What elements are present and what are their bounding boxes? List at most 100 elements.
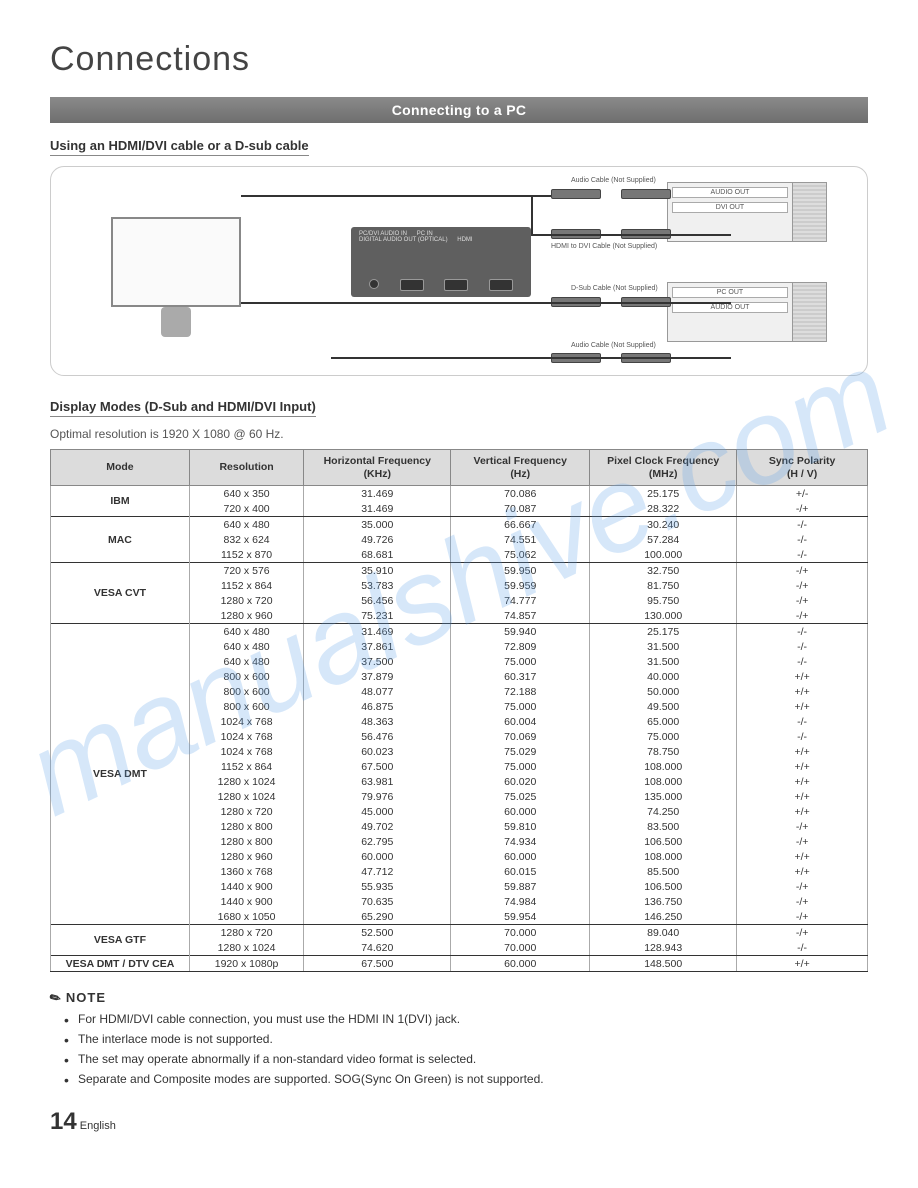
table-cell: -/+	[737, 501, 868, 517]
table-cell: 1680 x 1050	[189, 909, 303, 925]
table-cell: 74.551	[451, 532, 590, 547]
table-cell: 31.500	[590, 639, 737, 654]
table-cell: -/+	[737, 834, 868, 849]
table-cell: 1280 x 720	[189, 593, 303, 608]
table-cell: 128.943	[590, 940, 737, 956]
table-cell: -/-	[737, 714, 868, 729]
table-cell: 59.940	[451, 624, 590, 640]
table-row: VESA CVT720 x 57635.91059.95032.750-/+	[51, 563, 868, 579]
panel-label: HDMI	[457, 237, 472, 243]
tv-stand	[161, 307, 191, 337]
table-cell: 70.087	[451, 501, 590, 517]
table-cell: 100.000	[590, 547, 737, 563]
table-cell: 37.861	[304, 639, 451, 654]
pc-port-label: DVI OUT	[672, 202, 788, 213]
mode-cell: VESA DMT / DTV CEA	[51, 956, 190, 972]
table-cell: 75.029	[451, 744, 590, 759]
table-header-cell: Horizontal Frequency (KHz)	[304, 450, 451, 486]
display-modes-table: ModeResolutionHorizontal Frequency (KHz)…	[50, 449, 868, 972]
port-optical	[444, 279, 468, 291]
table-cell: -/+	[737, 894, 868, 909]
table-cell: +/+	[737, 849, 868, 864]
mode-cell: VESA CVT	[51, 563, 190, 624]
table-cell: 1024 x 768	[189, 729, 303, 744]
table-cell: +/+	[737, 956, 868, 972]
table-cell: 35.910	[304, 563, 451, 579]
optimal-resolution-text: Optimal resolution is 1920 X 1080 @ 60 H…	[50, 427, 868, 441]
table-cell: 78.750	[590, 744, 737, 759]
table-cell: +/+	[737, 774, 868, 789]
table-cell: 83.500	[590, 819, 737, 834]
table-cell: -/-	[737, 532, 868, 547]
table-cell: 1360 x 768	[189, 864, 303, 879]
port-pcin	[400, 279, 424, 291]
table-cell: 53.783	[304, 578, 451, 593]
table-cell: +/-	[737, 486, 868, 502]
table-header-row: ModeResolutionHorizontal Frequency (KHz)…	[51, 450, 868, 486]
table-cell: 59.810	[451, 819, 590, 834]
table-cell: 57.284	[590, 532, 737, 547]
table-cell: 130.000	[590, 608, 737, 624]
table-cell: 1280 x 1024	[189, 774, 303, 789]
table-cell: 65.000	[590, 714, 737, 729]
table-cell: 56.476	[304, 729, 451, 744]
notes-list: For HDMI/DVI cable connection, you must …	[50, 1012, 868, 1086]
pc-port-label: PC OUT	[672, 287, 788, 298]
table-cell: 74.984	[451, 894, 590, 909]
table-cell: -/+	[737, 593, 868, 608]
wire	[241, 302, 731, 304]
table-cell: +/+	[737, 684, 868, 699]
table-cell: 1280 x 960	[189, 849, 303, 864]
table-cell: 60.317	[451, 669, 590, 684]
table-cell: 74.934	[451, 834, 590, 849]
pc-tower-icon	[792, 283, 826, 341]
table-cell: 25.175	[590, 486, 737, 502]
table-cell: 85.500	[590, 864, 737, 879]
pc-box-top: AUDIO OUT DVI OUT	[667, 182, 827, 242]
wire	[531, 195, 533, 235]
table-cell: 46.875	[304, 699, 451, 714]
table-cell: 720 x 400	[189, 501, 303, 517]
table-cell: 89.040	[590, 925, 737, 941]
note-item: The set may operate abnormally if a non-…	[78, 1052, 868, 1066]
table-cell: 74.250	[590, 804, 737, 819]
table-cell: 640 x 480	[189, 639, 303, 654]
table-row: VESA GTF1280 x 72052.50070.00089.040-/+	[51, 925, 868, 941]
table-cell: -/+	[737, 819, 868, 834]
mode-cell: IBM	[51, 486, 190, 517]
table-cell: 50.000	[590, 684, 737, 699]
page-footer: 14 English	[50, 1108, 868, 1136]
table-cell: 75.000	[451, 759, 590, 774]
table-cell: 81.750	[590, 578, 737, 593]
table-cell: 48.077	[304, 684, 451, 699]
table-cell: 45.000	[304, 804, 451, 819]
table-cell: 60.023	[304, 744, 451, 759]
table-cell: 70.086	[451, 486, 590, 502]
table-cell: -/-	[737, 639, 868, 654]
pc-box-bottom: PC OUT AUDIO OUT	[667, 282, 827, 342]
table-cell: 75.000	[451, 654, 590, 669]
table-cell: 62.795	[304, 834, 451, 849]
table-cell: 74.620	[304, 940, 451, 956]
table-cell: 108.000	[590, 759, 737, 774]
table-cell: -/-	[737, 547, 868, 563]
table-cell: 106.500	[590, 879, 737, 894]
pc-tower-icon	[792, 183, 826, 241]
subheading-modes: Display Modes (D-Sub and HDMI/DVI Input)	[50, 399, 316, 417]
table-cell: 59.887	[451, 879, 590, 894]
table-cell: -/-	[737, 654, 868, 669]
table-cell: 135.000	[590, 789, 737, 804]
table-cell: 1152 x 864	[189, 759, 303, 774]
connection-diagram: PC/DVI AUDIO IN PC IN DIGITAL AUDIO OUT …	[50, 166, 868, 376]
table-cell: 75.062	[451, 547, 590, 563]
table-cell: 60.015	[451, 864, 590, 879]
wire	[241, 195, 551, 197]
table-cell: -/-	[737, 517, 868, 533]
table-row: IBM640 x 35031.46970.08625.175+/-	[51, 486, 868, 502]
table-cell: 800 x 600	[189, 699, 303, 714]
cable-label: Audio Cable (Not Supplied)	[571, 342, 656, 349]
subheading-cable: Using an HDMI/DVI cable or a D-sub cable	[50, 138, 309, 156]
table-cell: 70.000	[451, 925, 590, 941]
cable-connector	[621, 189, 671, 199]
table-cell: 148.500	[590, 956, 737, 972]
